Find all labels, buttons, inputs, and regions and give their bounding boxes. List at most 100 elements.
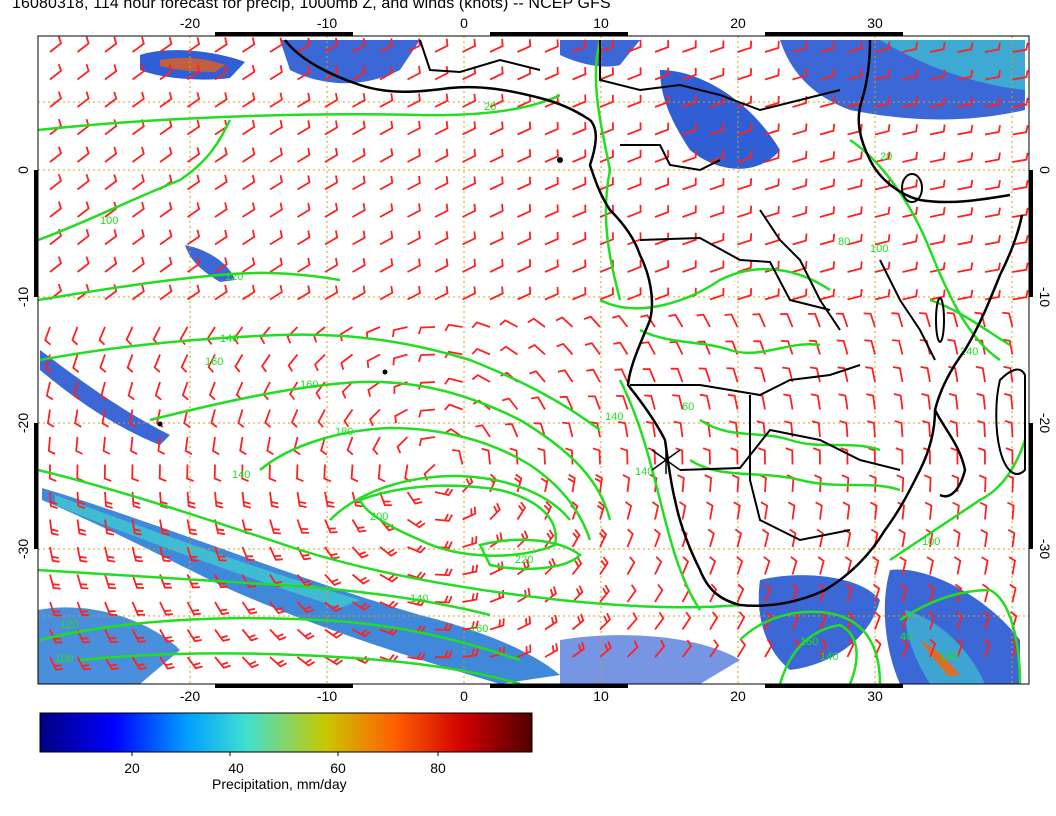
wind-barb <box>902 289 918 301</box>
wind-barb <box>736 611 746 630</box>
wind-barb <box>131 229 145 246</box>
wind-barb <box>214 64 228 81</box>
wind-barb <box>839 420 849 438</box>
wind-barb <box>462 648 479 658</box>
wind-barb <box>957 262 974 273</box>
lat-labels-left: 0 -10 -20 -30 <box>15 166 31 559</box>
wind-barb <box>902 234 918 246</box>
wind-barb <box>537 447 546 465</box>
wind-barb <box>379 491 392 507</box>
wind-barb <box>709 95 725 108</box>
wind-barb <box>928 611 936 630</box>
wind-barb <box>901 638 909 658</box>
wind-barb <box>649 474 658 493</box>
wind-barb <box>104 174 118 191</box>
wind-barb <box>840 447 849 465</box>
wind-barb <box>186 229 201 246</box>
wind-barb <box>571 585 584 603</box>
wind-barb <box>159 64 173 81</box>
wind-barb <box>103 464 112 482</box>
wind-barb <box>73 381 81 401</box>
wind-barb <box>104 574 117 590</box>
wind-barb <box>489 258 504 273</box>
wind-barb <box>296 656 316 667</box>
wind-barb <box>984 124 1001 136</box>
wind-barb <box>627 177 642 191</box>
wind-barb <box>74 409 82 428</box>
wind-barb <box>241 464 249 483</box>
wind-barb <box>599 39 614 53</box>
wind-barb <box>896 474 905 493</box>
wind-barb <box>583 315 601 328</box>
wind-barb <box>815 501 823 520</box>
wind-barb <box>734 528 743 548</box>
wind-barb <box>792 178 808 191</box>
wind-barb <box>49 519 59 536</box>
wind-barb <box>269 147 283 163</box>
wind-barb <box>131 601 146 616</box>
wind-barb <box>517 286 532 301</box>
wind-barb <box>76 146 90 163</box>
wind-barb <box>346 436 354 456</box>
wind-barb <box>434 203 449 218</box>
lake-victoria <box>901 173 923 203</box>
lon-tick-label: 20 <box>730 15 746 31</box>
wind-barb <box>418 408 436 418</box>
wind-barb <box>297 230 311 246</box>
wind-barb <box>489 93 504 108</box>
wind-barb <box>697 340 711 355</box>
wind-barb <box>207 354 216 373</box>
wind-barb <box>654 205 670 218</box>
wind-barb <box>47 436 56 455</box>
wind-barb <box>242 284 256 301</box>
wind-barb <box>324 202 339 218</box>
wind-barb <box>929 69 946 81</box>
wind-barb <box>709 260 725 273</box>
wind-barb <box>444 403 463 411</box>
wind-barb <box>614 368 629 383</box>
wind-barb <box>792 288 808 301</box>
wind-barb <box>396 436 409 454</box>
wind-barb <box>131 201 145 218</box>
colorbar-tick-label: 60 <box>330 760 346 776</box>
wind-barb <box>186 257 201 273</box>
wind-barb <box>184 436 193 455</box>
wind-barb <box>709 205 725 218</box>
wind-barb <box>324 147 339 163</box>
wind-barb <box>444 323 463 332</box>
wind-barb <box>72 354 80 373</box>
wind-barb <box>504 423 519 438</box>
wind-barb <box>622 474 631 493</box>
wind-barb <box>654 639 666 658</box>
wind-barb <box>104 256 118 273</box>
wind-barb <box>489 38 504 53</box>
wind-barb <box>241 491 252 509</box>
wind-barb <box>544 66 559 81</box>
wind-barb <box>242 64 256 81</box>
wind-barb <box>626 640 639 658</box>
wind-barb <box>682 205 697 218</box>
wind-barb <box>812 447 821 465</box>
wind-barb <box>379 93 394 108</box>
wind-barb <box>682 260 697 273</box>
lon-tick-label: 10 <box>593 688 609 704</box>
wind-barb <box>706 501 714 520</box>
wind-barb <box>214 491 224 509</box>
wind-barb <box>616 394 629 410</box>
wind-barb <box>847 41 863 53</box>
wind-barb <box>76 601 90 617</box>
wind-barb <box>811 420 821 438</box>
wind-barb <box>957 97 974 108</box>
wind-barb <box>764 95 780 108</box>
wind-barb <box>179 326 189 346</box>
colorbar-tick-label: 20 <box>124 760 140 776</box>
wind-barb <box>296 491 307 509</box>
wind-barb <box>572 177 587 191</box>
wind-barb <box>527 317 546 328</box>
wind-barb <box>76 491 86 509</box>
wind-barb <box>242 202 256 218</box>
wind-barb <box>153 354 161 373</box>
wind-barb <box>186 147 201 163</box>
wind-barb <box>517 231 532 246</box>
wind-barb <box>654 287 670 301</box>
